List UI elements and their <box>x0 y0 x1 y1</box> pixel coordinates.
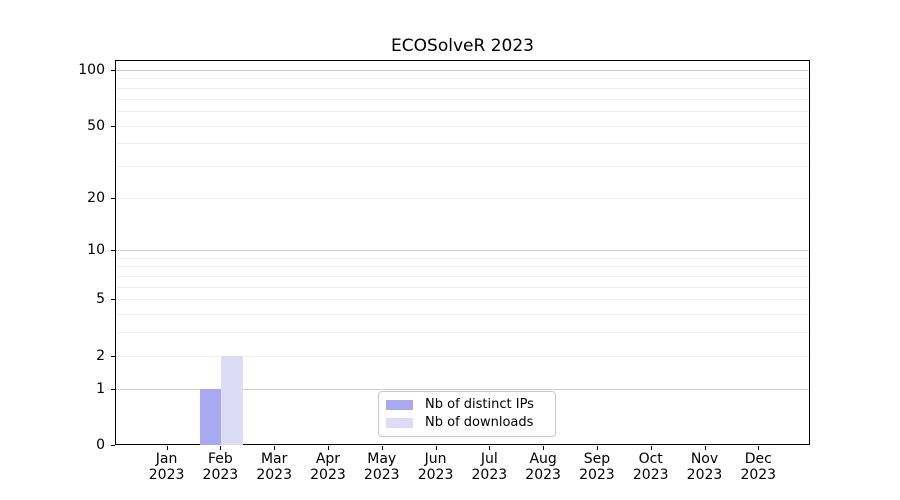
chart-title: ECOSolveR 2023 <box>391 36 534 56</box>
x-tick-month: May <box>367 451 397 467</box>
x-tick-mark <box>327 446 329 450</box>
x-tick-mark <box>381 446 383 450</box>
x-tick-year: 2023 <box>471 467 508 483</box>
x-tick-label: Mar 2023 <box>247 451 301 483</box>
minor-gridline <box>116 332 809 334</box>
x-tick-year: 2023 <box>632 467 669 483</box>
minor-gridline <box>116 314 809 316</box>
y-tick-label: 1 <box>96 380 105 397</box>
x-tick-mark <box>543 446 545 450</box>
minor-gridline <box>116 87 809 89</box>
minor-gridline <box>116 197 809 199</box>
x-tick-year: 2023 <box>579 467 615 483</box>
x-tick-year: 2023 <box>363 467 400 483</box>
bar-feb-0 <box>199 388 222 445</box>
minor-gridline <box>116 257 809 259</box>
x-tick-month: Jul <box>480 451 498 467</box>
minor-gridline <box>116 125 809 127</box>
x-tick-month: Apr <box>315 451 341 467</box>
minor-gridline <box>116 143 809 145</box>
y-tick-label: 0 <box>96 437 105 453</box>
minor-gridline <box>116 299 809 301</box>
y-tick-label: 5 <box>96 291 105 308</box>
x-tick-mark <box>704 446 706 450</box>
x-tick-mark <box>166 446 168 450</box>
x-tick-year: 2023 <box>686 467 723 483</box>
x-tick-year: 2023 <box>148 467 185 483</box>
bar-feb-1 <box>221 355 243 445</box>
minor-gridline <box>116 98 809 100</box>
x-tick-mark <box>489 446 491 450</box>
minor-gridline <box>116 78 809 80</box>
x-tick-label: Nov 2023 <box>678 451 732 483</box>
x-tick-label: Feb 2023 <box>193 451 247 483</box>
x-tick-mark <box>220 446 222 450</box>
major-gridline <box>116 388 809 390</box>
legend: Nb of distinct IPs Nb of downloads <box>378 391 556 437</box>
legend-label-distinct-ips: Nb of distinct IPs <box>425 397 534 412</box>
x-tick-year: 2023 <box>256 467 292 483</box>
x-tick-mark <box>274 446 276 450</box>
y-tick-label: 50 <box>87 117 105 134</box>
x-tick-year: 2023 <box>202 467 239 483</box>
legend-label-downloads: Nb of downloads <box>425 415 534 430</box>
x-tick-month: Oct <box>638 451 663 467</box>
x-tick-mark <box>435 446 437 450</box>
y-tick-label: 20 <box>87 189 105 206</box>
y-tick-mark <box>111 70 115 71</box>
y-tick-label: 2 <box>96 347 105 364</box>
x-tick-month: Feb <box>207 451 233 467</box>
x-tick-month: Jun <box>424 451 447 467</box>
x-tick-month: Mar <box>260 451 288 467</box>
x-tick-month: Dec <box>744 451 772 467</box>
minor-gridline <box>116 266 809 268</box>
legend-item-downloads: Nb of downloads <box>386 416 555 430</box>
x-tick-year: 2023 <box>417 467 454 483</box>
x-tick-month: Sep <box>583 451 611 467</box>
x-tick-label: May 2023 <box>355 451 409 483</box>
x-tick-mark <box>758 446 760 450</box>
major-gridline <box>116 250 809 252</box>
x-tick-label: Sep 2023 <box>570 451 624 483</box>
x-tick-month: Jan <box>155 451 178 467</box>
x-tick-label: Jan 2023 <box>140 451 194 483</box>
x-tick-label: Jun 2023 <box>409 451 463 483</box>
y-tick-mark <box>111 125 115 127</box>
legend-swatch-distinct-ips <box>386 400 413 410</box>
plot-area <box>115 60 810 445</box>
minor-gridline <box>116 286 809 288</box>
x-tick-mark <box>650 446 652 450</box>
y-tick-mark <box>111 299 115 301</box>
major-gridline <box>116 70 809 71</box>
y-tick-label: 100 <box>78 62 105 78</box>
x-tick-year: 2023 <box>310 467 346 483</box>
y-tick-mark <box>111 445 115 446</box>
y-tick-mark <box>111 388 115 390</box>
x-tick-label: Jul 2023 <box>462 451 516 483</box>
x-tick-label: Oct 2023 <box>624 451 678 483</box>
minor-gridline <box>116 110 809 112</box>
x-tick-year: 2023 <box>740 467 777 483</box>
x-tick-month: Nov <box>690 451 719 467</box>
minor-gridline <box>116 355 809 357</box>
y-tick-mark <box>111 355 115 357</box>
x-tick-mark <box>596 446 598 450</box>
y-tick-label: 10 <box>87 242 105 259</box>
x-tick-label: Apr 2023 <box>301 451 355 483</box>
x-tick-year: 2023 <box>525 467 561 483</box>
minor-gridline <box>116 276 809 278</box>
minor-gridline <box>116 165 809 167</box>
legend-swatch-downloads <box>386 418 413 428</box>
y-tick-mark <box>111 250 115 252</box>
y-tick-mark <box>111 197 115 199</box>
x-tick-month: Aug <box>529 451 557 467</box>
legend-item-distinct-ips: Nb of distinct IPs <box>386 398 555 412</box>
x-tick-label: Aug 2023 <box>516 451 570 483</box>
x-tick-label: Dec 2023 <box>731 451 785 483</box>
